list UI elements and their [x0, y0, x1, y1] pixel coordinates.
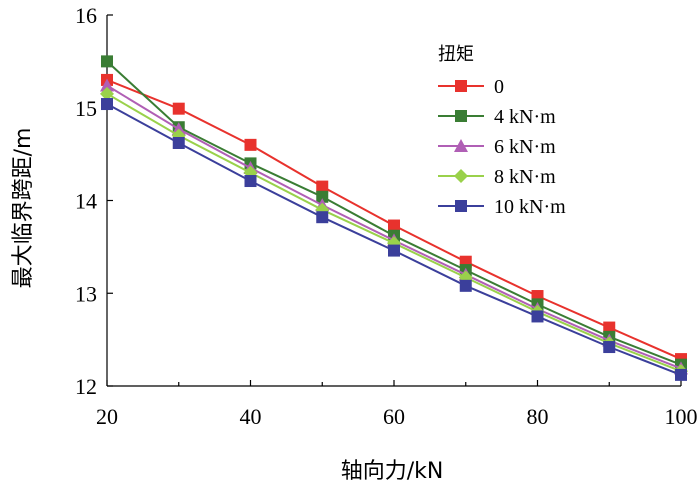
data-point-marker: [455, 200, 467, 212]
legend-item: 8 kN·m: [438, 166, 556, 188]
series-line: [106, 60, 682, 366]
legend-item: 0: [438, 76, 504, 98]
data-point-marker: [316, 211, 329, 224]
data-point-marker: [316, 190, 329, 203]
y-tick-label: 12: [75, 374, 97, 399]
x-axis-title: 轴向力/kN: [341, 459, 444, 484]
legend-label: 10 kN·m: [494, 196, 566, 218]
data-point-marker: [454, 139, 468, 152]
data-point-marker: [454, 169, 468, 183]
y-tick-label: 14: [75, 189, 97, 214]
legend: 扭矩 0 4 kN·m 6 kN·m 8 kN·m 10 kN·m: [438, 44, 566, 218]
data-point-marker: [172, 136, 185, 149]
series-line: [106, 78, 682, 361]
data-point-marker: [316, 180, 329, 193]
x-tick-label: 80: [527, 404, 549, 429]
y-tick-label: 13: [75, 281, 97, 306]
data-point-marker: [172, 102, 185, 115]
legend-label: 6 kN·m: [494, 136, 556, 158]
legend-label: 4 kN·m: [494, 106, 556, 128]
series-0: [101, 73, 687, 366]
data-point-marker: [244, 138, 257, 151]
y-tick-label: 16: [75, 3, 97, 28]
legend-title: 扭矩: [438, 44, 474, 65]
y-axis-title: 最大临界跨距/m: [11, 128, 36, 289]
data-point-marker: [675, 368, 687, 381]
legend-item: 10 kN·m: [438, 196, 566, 218]
data-point-marker: [603, 341, 616, 354]
legend-label: 8 kN·m: [494, 166, 556, 188]
data-point-marker: [603, 321, 616, 334]
series-layer: [100, 55, 688, 381]
series-4: [101, 98, 687, 381]
data-point-marker: [459, 279, 472, 292]
legend-label: 0: [494, 76, 504, 98]
data-point-marker: [100, 86, 114, 101]
data-point-marker: [101, 55, 113, 68]
axes: 12 13 14 15 16 20 40 60 80 100: [75, 3, 698, 429]
data-point-marker: [455, 110, 467, 122]
data-point-marker: [388, 244, 400, 257]
x-tick-label: 40: [240, 404, 262, 429]
x-tick-label: 60: [383, 404, 405, 429]
legend-item: 6 kN·m: [438, 136, 556, 158]
data-point-marker: [531, 310, 544, 323]
legend-item: 4 kN·m: [438, 106, 556, 128]
y-tick-label: 15: [75, 96, 97, 121]
data-point-marker: [455, 80, 467, 92]
data-point-marker: [244, 175, 257, 188]
data-point-marker: [388, 219, 400, 232]
x-tick-label: 20: [96, 404, 118, 429]
data-point-marker: [101, 98, 113, 111]
data-point-marker: [100, 78, 114, 92]
x-tick-label: 100: [665, 404, 698, 429]
